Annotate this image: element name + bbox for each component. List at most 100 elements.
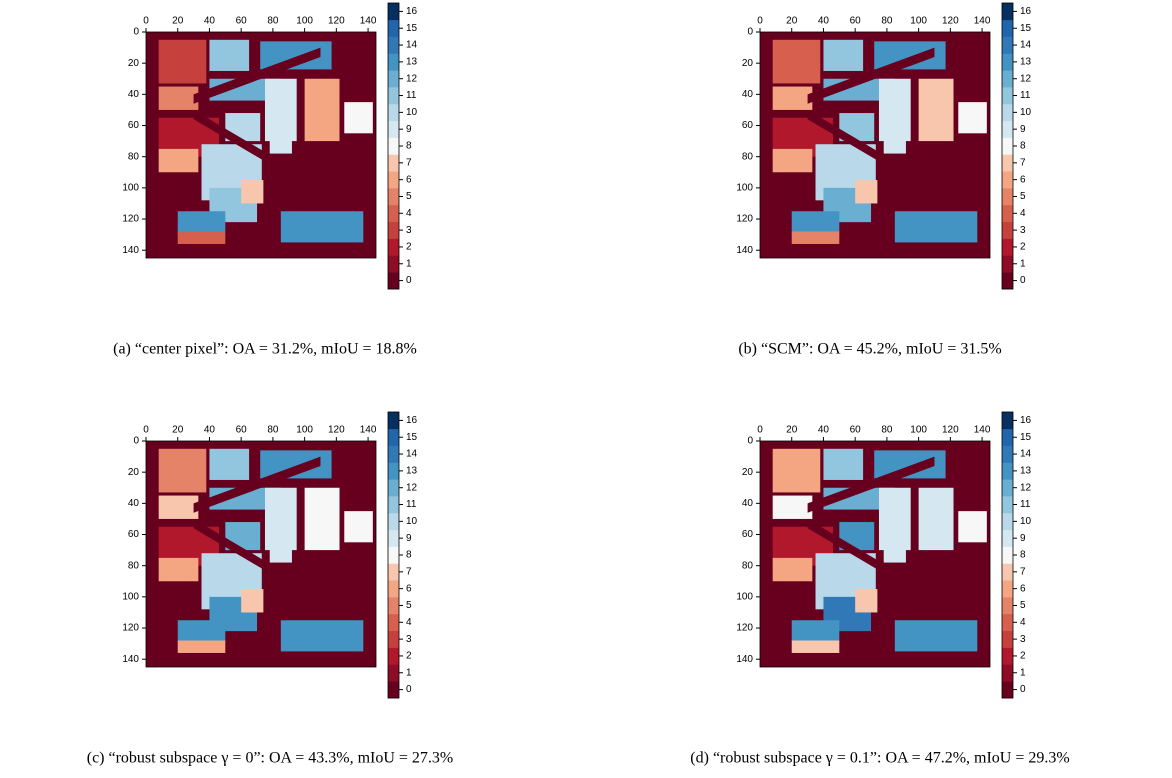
colorbar-swatch bbox=[388, 647, 399, 665]
y-tick-label: 40 bbox=[128, 498, 140, 509]
colorbar-swatch bbox=[388, 53, 399, 71]
colorbar-swatch bbox=[388, 580, 399, 598]
map-band bbox=[193, 109, 273, 167]
colorbar-tick-label: 14 bbox=[1020, 449, 1032, 460]
colorbar-swatch bbox=[1002, 70, 1013, 88]
x-tick-label: 40 bbox=[818, 425, 830, 436]
colorbar-tick-label: 9 bbox=[406, 533, 412, 544]
x-tick-label: 140 bbox=[974, 16, 991, 27]
colorbar-tick-label: 6 bbox=[406, 583, 412, 594]
colorbar-tick-label: 2 bbox=[1020, 651, 1026, 662]
map-region bbox=[894, 620, 978, 652]
colorbar-swatch bbox=[388, 630, 399, 648]
y-tick-label: 100 bbox=[122, 592, 139, 603]
x-tick-label: 20 bbox=[786, 425, 798, 436]
x-tick-label: 60 bbox=[236, 16, 248, 27]
colorbar-swatch bbox=[388, 255, 399, 273]
map-region bbox=[772, 39, 821, 84]
x-tick-label: 100 bbox=[296, 16, 313, 27]
colorbar-swatch bbox=[1002, 412, 1013, 430]
colorbar-tick-label: 14 bbox=[406, 40, 418, 51]
x-tick-label: 80 bbox=[267, 425, 279, 436]
map-region bbox=[209, 448, 250, 480]
colorbar-tick-label: 3 bbox=[1020, 634, 1026, 645]
colorbar-swatch bbox=[388, 120, 399, 138]
x-tick-label: 80 bbox=[267, 16, 279, 27]
colorbar-swatch bbox=[1002, 238, 1013, 256]
map-region bbox=[241, 589, 264, 613]
x-tick-label: 20 bbox=[786, 16, 798, 27]
colorbar-tick-label: 8 bbox=[406, 141, 412, 152]
y-tick-label: 120 bbox=[736, 623, 753, 634]
map-region bbox=[855, 589, 878, 613]
y-tick-label: 100 bbox=[736, 183, 753, 194]
colorbar-tick-label: 16 bbox=[406, 415, 418, 426]
y-tick-label: 60 bbox=[128, 120, 140, 131]
map-region bbox=[158, 148, 199, 173]
x-tick-label: 100 bbox=[910, 16, 927, 27]
y-tick-label: 40 bbox=[742, 89, 754, 100]
colorbar-tick-label: 2 bbox=[406, 242, 412, 253]
colorbar-tick-label: 3 bbox=[406, 634, 412, 645]
map-panel: 0 20 40 60 80 100 120 1400204060801001201400123… bbox=[690, 411, 1070, 767]
y-tick-label: 0 bbox=[133, 436, 139, 447]
colorbar-swatch bbox=[1002, 428, 1013, 446]
map-region bbox=[177, 231, 226, 244]
x-tick-label: 40 bbox=[818, 16, 830, 27]
colorbar-swatch bbox=[388, 462, 399, 480]
x-tick-label: 120 bbox=[328, 425, 345, 436]
colorbar-tick-label: 9 bbox=[1020, 124, 1026, 135]
x-tick-label: 0 bbox=[757, 425, 763, 436]
colorbar-tick-label: 16 bbox=[406, 6, 418, 17]
colorbar-tick-label: 16 bbox=[1020, 6, 1032, 17]
caption: (b) “SCM”: OA = 45.2%, mIoU = 31.5% bbox=[738, 341, 1001, 358]
y-tick-label: 120 bbox=[736, 214, 753, 225]
caption: (a) “center pixel”: OA = 31.2%, mIoU = 1… bbox=[113, 341, 417, 358]
colorbar-tick-label: 10 bbox=[1020, 516, 1032, 527]
colorbar-swatch bbox=[1002, 613, 1013, 632]
colorbar-tick-label: 8 bbox=[1020, 141, 1026, 152]
colorbar-tick-label: 13 bbox=[1020, 466, 1032, 477]
colorbar-tick-label: 1 bbox=[406, 667, 412, 678]
map-panel: 0 20 40 60 80 100 120 1400204060801001201400123… bbox=[736, 2, 1032, 358]
x-tick-label: 140 bbox=[360, 16, 377, 27]
map-region bbox=[791, 620, 840, 643]
x-tick-label: 0 bbox=[143, 425, 149, 436]
colorbar-tick-label: 5 bbox=[1020, 191, 1026, 202]
colorbar-tick-label: 10 bbox=[406, 107, 418, 118]
map-region bbox=[918, 487, 954, 551]
x-tick-label: 80 bbox=[881, 16, 893, 27]
x-tick-label: 120 bbox=[942, 16, 959, 27]
y-tick-label: 60 bbox=[742, 120, 754, 131]
y-tick-label: 80 bbox=[742, 560, 754, 571]
colorbar-swatch bbox=[1002, 512, 1013, 531]
colorbar-tick-label: 14 bbox=[1020, 40, 1032, 51]
map-region bbox=[269, 106, 292, 154]
map-region bbox=[158, 495, 199, 519]
colorbar-tick-label: 4 bbox=[406, 208, 412, 219]
colorbar-tick-label: 15 bbox=[1020, 432, 1032, 443]
map-band bbox=[193, 47, 321, 104]
colorbar-tick-label: 13 bbox=[406, 57, 418, 68]
colorbar-swatch bbox=[1002, 87, 1013, 105]
colorbar-swatch bbox=[388, 546, 399, 564]
colorbar-tick-label: 11 bbox=[1020, 90, 1031, 101]
map-panel: 0 20 40 60 80 100 120 1400204060801001201400123… bbox=[113, 2, 418, 358]
y-tick-label: 0 bbox=[747, 27, 753, 38]
colorbar-tick-label: 1 bbox=[1020, 667, 1026, 678]
y-tick-label: 140 bbox=[736, 654, 753, 665]
colorbar-tick-label: 0 bbox=[1020, 684, 1026, 695]
colorbar-swatch bbox=[388, 529, 399, 547]
map-frame bbox=[145, 31, 377, 259]
colorbar-tick-label: 3 bbox=[1020, 225, 1026, 236]
colorbar-tick-label: 9 bbox=[406, 124, 412, 135]
colorbar-swatch bbox=[388, 204, 399, 223]
map-region bbox=[918, 78, 954, 142]
map-region bbox=[158, 86, 199, 110]
colorbar-swatch bbox=[1002, 445, 1013, 463]
colorbar-tick-label: 2 bbox=[1020, 242, 1026, 253]
x-tick-label: 60 bbox=[850, 425, 862, 436]
map-region bbox=[823, 448, 864, 480]
colorbar-tick-label: 9 bbox=[1020, 533, 1026, 544]
map-region bbox=[304, 487, 340, 551]
